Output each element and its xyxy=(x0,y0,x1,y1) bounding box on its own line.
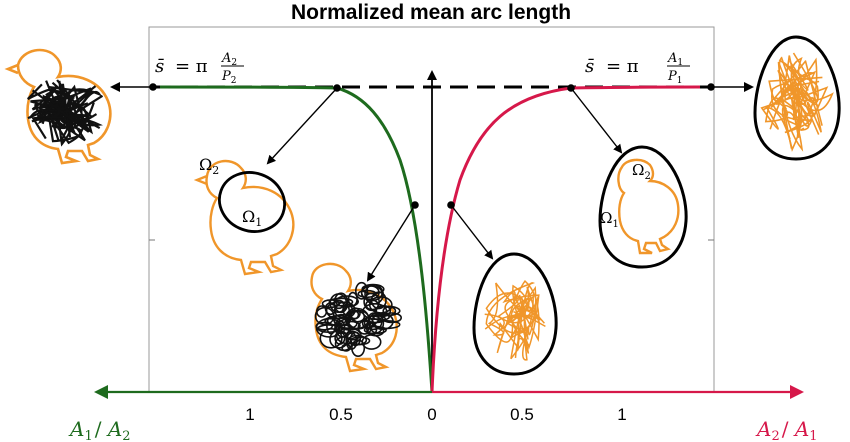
svg-text:Ω1: Ω1 xyxy=(600,209,619,230)
diagram-title: Normalized mean arc length xyxy=(291,1,571,24)
svg-text:s̄: s̄ xyxy=(585,56,594,77)
svg-text:A1: A1 xyxy=(667,51,683,68)
pointer-arrow-3 xyxy=(450,204,494,260)
chick-scribble-icon xyxy=(4,48,112,165)
tick-label-left-1: 1 xyxy=(245,405,254,424)
tick-label-origin: 0 xyxy=(427,405,436,424)
egg-sparse-scribble-icon xyxy=(472,252,558,376)
pointer-arrow-1 xyxy=(266,87,338,165)
curve-red xyxy=(430,85,701,393)
svg-text:Ω1: Ω1 xyxy=(242,207,262,229)
chick-outline-with-ellipse-icon: Ω2 Ω1 xyxy=(193,155,295,276)
svg-text:= π: = π xyxy=(175,56,208,77)
formula-left: s̄ = π A2 P2 xyxy=(155,51,244,86)
tick-label-right-1: 1 xyxy=(617,405,626,424)
svg-text:P2: P2 xyxy=(221,69,236,86)
x-axis-label-right: A2/ A1 xyxy=(755,417,818,442)
svg-text:A2: A2 xyxy=(221,51,237,68)
egg-scribble-icon xyxy=(753,35,841,161)
x-axis-label-left: A1/ A2 xyxy=(68,417,131,442)
formula-right: s̄ = π A1 P1 xyxy=(585,51,690,86)
asymptote-endpoint-left xyxy=(149,83,157,91)
svg-text:Ω2: Ω2 xyxy=(199,155,219,177)
curve-green xyxy=(159,85,434,393)
svg-text:Ω2: Ω2 xyxy=(632,161,651,182)
pointer-arrow-4 xyxy=(570,87,623,154)
egg-with-chick-outline-icon: Ω2 Ω1 xyxy=(598,145,688,269)
x-axis-right-arrowhead xyxy=(790,385,804,399)
tick-label-right-0-5: 0.5 xyxy=(510,405,534,424)
svg-text:s̄: s̄ xyxy=(155,56,164,77)
tick-label-left-0-5: 0.5 xyxy=(329,405,353,424)
chick-with-loops-icon xyxy=(310,262,403,373)
asymptote-endpoint-right xyxy=(707,83,715,91)
svg-text:= π: = π xyxy=(606,56,639,77)
svg-text:P1: P1 xyxy=(667,69,682,86)
x-axis-left-arrowhead xyxy=(94,385,108,399)
pointer-arrow-2 xyxy=(366,204,416,282)
